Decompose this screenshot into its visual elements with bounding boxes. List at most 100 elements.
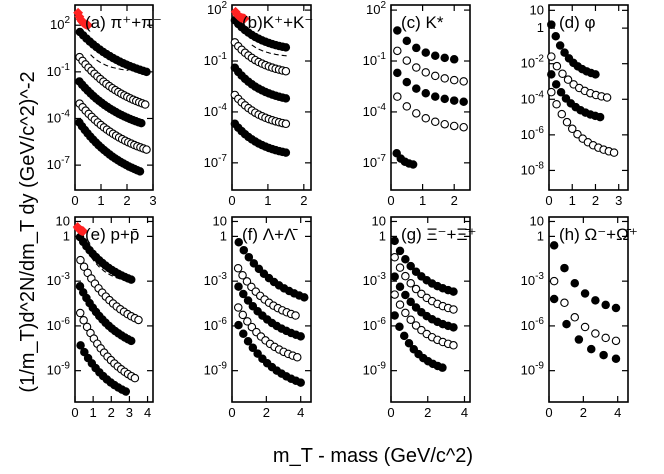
y-tick-label: 1 bbox=[537, 20, 544, 35]
data-point bbox=[243, 317, 252, 326]
x-tick-label: 4 bbox=[144, 405, 151, 420]
data-series-filled bbox=[75, 282, 136, 346]
data-point bbox=[547, 70, 556, 79]
data-series-open bbox=[390, 290, 458, 350]
y-tick-label: 10-7 bbox=[47, 155, 71, 172]
y-tick-label: 1 bbox=[63, 228, 70, 243]
data-point bbox=[254, 264, 264, 274]
y-tick-label: 10-6 bbox=[204, 316, 228, 333]
data-series-open bbox=[234, 303, 302, 362]
data-point bbox=[412, 109, 421, 118]
x-tick-label: 2 bbox=[580, 405, 587, 420]
dashed-reference-curve bbox=[90, 54, 129, 71]
data-point bbox=[134, 315, 143, 325]
data-point bbox=[591, 296, 600, 305]
panel-8: 0 2 4 101 10-3 10-6 10-9 (h) Ω⁻+Ω̄⁺ bbox=[521, 213, 638, 420]
data-point bbox=[253, 349, 262, 358]
y-tick-label: 10-7 bbox=[363, 153, 387, 170]
data-series-open bbox=[76, 255, 143, 325]
data-point bbox=[281, 119, 291, 129]
data-point bbox=[421, 89, 431, 98]
y-tick-label: 102 bbox=[207, 0, 227, 17]
data-point bbox=[248, 343, 258, 353]
y-tick-label: 10-4 bbox=[363, 102, 387, 119]
data-point bbox=[393, 92, 402, 101]
data-point bbox=[399, 331, 409, 341]
y-tick-label: 10 bbox=[530, 213, 544, 228]
data-point bbox=[459, 122, 468, 132]
x-tick-label: 2 bbox=[300, 193, 307, 208]
data-point bbox=[390, 236, 399, 246]
data-point bbox=[595, 112, 605, 122]
x-tick-label: 2 bbox=[263, 405, 270, 420]
data-point bbox=[558, 69, 567, 78]
data-point bbox=[440, 53, 449, 63]
x-tick-label: 3 bbox=[149, 193, 156, 208]
y-tick-label: 10-3 bbox=[47, 271, 71, 288]
data-point bbox=[411, 267, 421, 276]
y-tick-label: 10-6 bbox=[521, 125, 545, 142]
data-point bbox=[421, 68, 431, 77]
data-point bbox=[440, 74, 449, 83]
data-point bbox=[121, 387, 131, 396]
data-series-filled bbox=[393, 68, 468, 106]
data-point bbox=[142, 67, 151, 77]
data-point bbox=[449, 341, 458, 350]
data-series-filled bbox=[234, 282, 305, 341]
data-point bbox=[602, 93, 612, 102]
panel-frame bbox=[231, 216, 312, 403]
data-point bbox=[296, 332, 305, 341]
data-series-filled bbox=[390, 272, 458, 332]
data-point bbox=[574, 335, 584, 344]
data-series-filled bbox=[75, 118, 145, 176]
data-point bbox=[552, 61, 562, 71]
data-point bbox=[135, 167, 145, 176]
panel-frame bbox=[548, 4, 629, 191]
y-tick-label: 10 bbox=[372, 213, 386, 228]
data-point bbox=[233, 263, 243, 273]
data-point bbox=[402, 36, 412, 46]
data-point bbox=[611, 336, 621, 346]
data-series-open bbox=[393, 46, 468, 86]
y-tick-label: 10-1 bbox=[204, 51, 228, 68]
data-series-open bbox=[233, 263, 300, 320]
data-point bbox=[293, 352, 302, 362]
panel-title: (h) Ω⁻+Ω̄⁺ bbox=[559, 225, 638, 244]
data-point bbox=[601, 333, 610, 343]
data-point bbox=[393, 26, 402, 35]
data-point bbox=[411, 321, 421, 330]
y-tick-label: 10-4 bbox=[204, 102, 228, 119]
data-point bbox=[142, 145, 151, 154]
x-tick-label: 2 bbox=[451, 193, 458, 208]
data-point bbox=[547, 87, 556, 97]
data-point bbox=[239, 13, 250, 24]
panel-title: (d) φ bbox=[559, 13, 596, 32]
data-point bbox=[573, 129, 582, 139]
data-point bbox=[395, 322, 404, 331]
data-point bbox=[393, 68, 402, 78]
data-point bbox=[459, 77, 468, 86]
panel-frame bbox=[74, 4, 154, 191]
data-series-filled bbox=[549, 294, 621, 363]
panel-7: 0 2 4 101 10-3 10-6 10-9 (g) Ξ⁻+Ξ̄⁺ bbox=[363, 213, 477, 420]
data-point bbox=[390, 253, 399, 262]
data-point bbox=[555, 41, 565, 50]
data-point bbox=[421, 48, 431, 57]
y-tick-label: 102 bbox=[366, 0, 386, 17]
data-series-open bbox=[75, 99, 151, 154]
y-tick-label: 1 bbox=[220, 228, 227, 243]
x-tick-label: 0 bbox=[228, 193, 235, 208]
data-series-filled bbox=[393, 26, 459, 64]
data-series-filled bbox=[549, 241, 621, 313]
data-point bbox=[611, 354, 621, 363]
data-point bbox=[79, 262, 89, 272]
panel-frame bbox=[390, 4, 471, 191]
data-point bbox=[242, 277, 252, 286]
data-point bbox=[591, 70, 600, 79]
data-point bbox=[406, 261, 415, 271]
data-series-filled bbox=[234, 320, 305, 387]
panel-title: (b)K⁺+K⁻ bbox=[242, 13, 313, 32]
x-tick-label: 3 bbox=[126, 405, 133, 420]
data-point bbox=[563, 75, 573, 84]
